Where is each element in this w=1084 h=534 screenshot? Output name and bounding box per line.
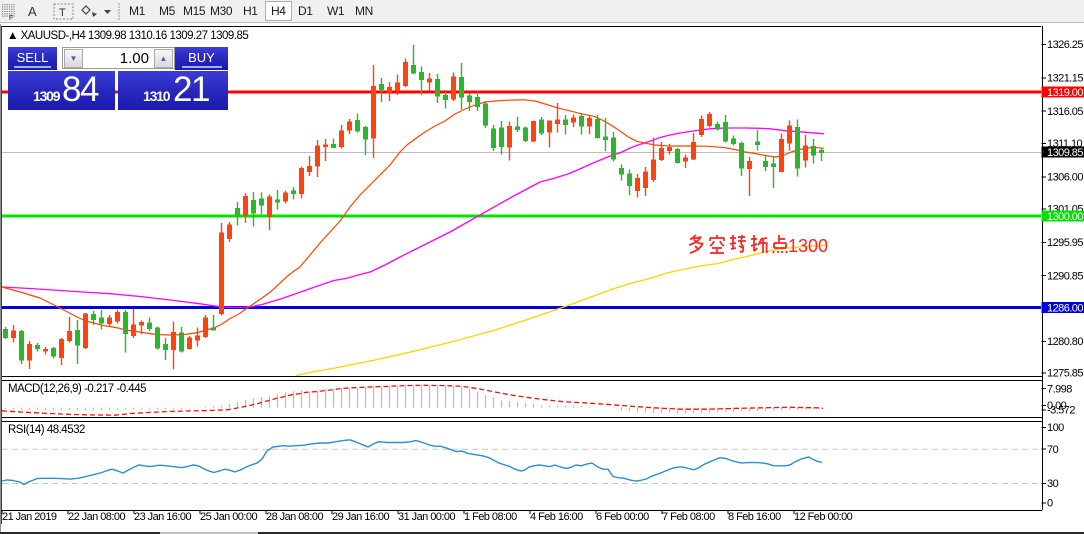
svg-text:7.998: 7.998 — [1047, 383, 1072, 395]
svg-text:1 Feb 08:00: 1 Feb 08:00 — [464, 511, 517, 523]
svg-text:A: A — [28, 4, 37, 19]
svg-text:25 Jan 00:00: 25 Jan 00:00 — [200, 511, 257, 523]
svg-text:0: 0 — [1047, 498, 1053, 510]
svg-text:1275.85: 1275.85 — [1047, 368, 1083, 380]
svg-text:1295.95: 1295.95 — [1047, 237, 1083, 249]
svg-text:1300: 1300 — [788, 236, 828, 256]
svg-text:30: 30 — [1047, 478, 1059, 490]
svg-text:1286.00: 1286.00 — [1047, 302, 1083, 314]
svg-text:29 Jan 16:00: 29 Jan 16:00 — [332, 511, 389, 523]
svg-text:0.00: 0.00 — [1047, 400, 1067, 412]
svg-text:1306.00: 1306.00 — [1047, 171, 1083, 183]
svg-text:7 Feb 08:00: 7 Feb 08:00 — [662, 511, 715, 523]
svg-text:4 Feb 16:00: 4 Feb 16:00 — [530, 511, 583, 523]
svg-text:70: 70 — [1047, 444, 1059, 456]
svg-text:1321.15: 1321.15 — [1047, 73, 1083, 85]
svg-text:8 Feb 16:00: 8 Feb 16:00 — [728, 511, 781, 523]
svg-text:1326.25: 1326.25 — [1047, 39, 1083, 51]
svg-text:1300.00: 1300.00 — [1047, 211, 1083, 223]
svg-text:31 Jan 00:00: 31 Jan 00:00 — [398, 511, 455, 523]
svg-text:1319.00: 1319.00 — [1047, 87, 1083, 99]
svg-text:23 Jan 16:00: 23 Jan 16:00 — [134, 511, 191, 523]
svg-text:100: 100 — [1047, 422, 1064, 434]
svg-text:21 Jan 2019: 21 Jan 2019 — [2, 511, 57, 523]
svg-text:1309.85: 1309.85 — [1047, 147, 1083, 159]
svg-text:1316.05: 1316.05 — [1047, 106, 1083, 118]
svg-text:F: F — [9, 15, 13, 22]
svg-text:6 Feb 00:00: 6 Feb 00:00 — [596, 511, 649, 523]
svg-text:-3.572: -3.572 — [1047, 404, 1075, 416]
svg-text:22 Jan 08:00: 22 Jan 08:00 — [68, 511, 125, 523]
svg-text:T: T — [59, 7, 66, 19]
svg-text:12 Feb 00:00: 12 Feb 00:00 — [794, 511, 853, 523]
svg-text:28 Jan 08:00: 28 Jan 08:00 — [266, 511, 323, 523]
svg-text:1280.80: 1280.80 — [1047, 336, 1083, 348]
svg-text:1290.85: 1290.85 — [1047, 270, 1083, 282]
